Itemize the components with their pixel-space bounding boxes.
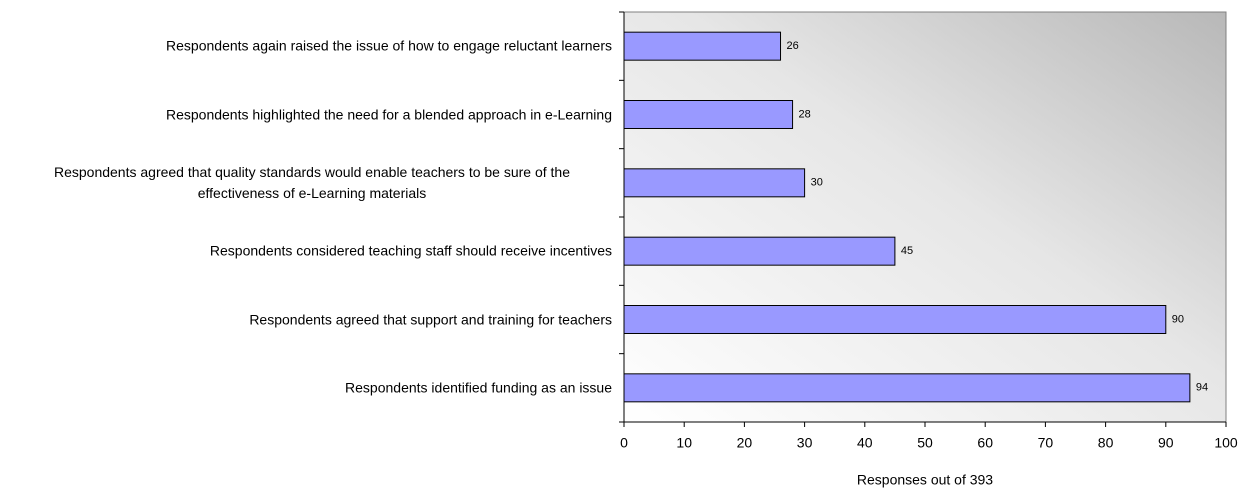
x-tick-label: 60: [977, 435, 993, 451]
x-tick-label: 100: [1214, 435, 1238, 451]
data-label: 30: [811, 177, 823, 189]
bar: [623, 168, 806, 198]
data-label: 26: [787, 40, 799, 52]
x-tick-label: 40: [857, 435, 873, 451]
data-label: 28: [799, 108, 811, 120]
x-tick-label: 20: [737, 435, 753, 451]
bar: [623, 236, 896, 266]
x-tick-label: 30: [797, 435, 813, 451]
x-axis-label: Responses out of 393: [857, 472, 993, 488]
x-tick-label: 50: [917, 435, 933, 451]
bar: [623, 373, 1191, 403]
x-tick-label: 90: [1158, 435, 1174, 451]
y-tick-label: Respondents again raised the issue of ho…: [166, 37, 612, 54]
y-tick-label: Respondents identified funding as an iss…: [345, 379, 612, 396]
data-label: 94: [1196, 382, 1208, 394]
plot-area: [623, 11, 1227, 423]
x-tick-label: 0: [620, 435, 628, 451]
data-label: 90: [1172, 313, 1184, 325]
data-label: 45: [901, 245, 913, 257]
y-tick-label: Respondents agreed that quality standard…: [53, 163, 570, 201]
x-tick-label: 80: [1098, 435, 1114, 451]
x-tick-label: 70: [1038, 435, 1054, 451]
y-tick-label: Respondents considered teaching staff sh…: [209, 242, 612, 259]
bar: [623, 31, 782, 61]
bar: [623, 305, 1167, 334]
y-tick-label: Respondents agreed that support and trai…: [249, 311, 612, 327]
y-tick-label: Respondents highlighted the need for a b…: [165, 106, 612, 122]
bar: [623, 100, 794, 129]
x-tick-label: 10: [676, 435, 692, 451]
